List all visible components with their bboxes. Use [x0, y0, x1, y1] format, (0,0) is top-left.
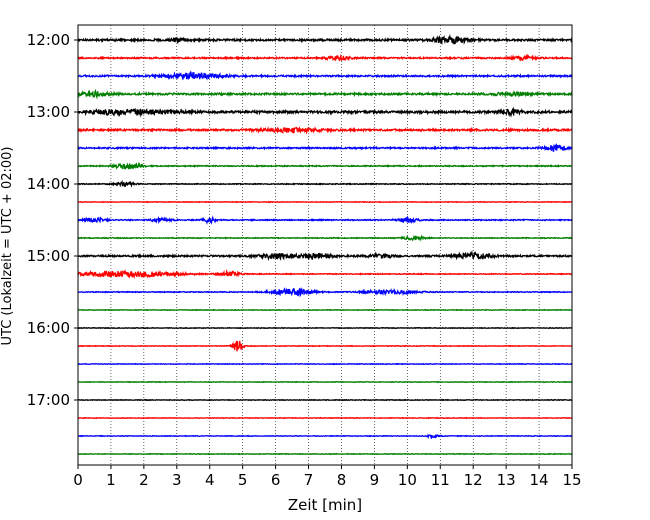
- x-tick-label-12: 12: [464, 471, 483, 489]
- y-tick-label: 17:00: [27, 391, 70, 409]
- trace-row-15:15: [77, 268, 573, 280]
- y-tick-label: 16:00: [27, 319, 70, 337]
- trace-row-12:45: [77, 88, 573, 100]
- seismogram-traces: [77, 33, 573, 456]
- trace-row-13:30: [77, 143, 573, 152]
- trace-row-12:00: [77, 33, 573, 46]
- trace-row-12:30: [77, 70, 573, 81]
- trace-row-13:45: [77, 161, 573, 171]
- x-tick-label-2: 2: [139, 471, 149, 489]
- trace-row-14:15: [77, 200, 573, 204]
- trace-row-16:30: [77, 362, 573, 366]
- x-tick-label-8: 8: [337, 471, 347, 489]
- x-tick-label-7: 7: [304, 471, 314, 489]
- x-axis-ticks: 0 1 2 3 4 5 6 7 8 9 10 11 12 13 14 15: [73, 465, 582, 489]
- trace-row-13:00: [77, 106, 573, 118]
- x-tick-label-6: 6: [271, 471, 281, 489]
- x-tick-label-1: 1: [106, 471, 116, 489]
- trace-row-13:15: [77, 126, 573, 135]
- trace-row-16:00: [77, 326, 573, 330]
- trace-row-12:15: [77, 53, 573, 62]
- y-axis-ticks: 12:00 13:00 14:00 15:00 16:00 17:00: [27, 31, 78, 409]
- x-tick-label-13: 13: [497, 471, 516, 489]
- x-tick-label-14: 14: [530, 471, 549, 489]
- trace-row-14:00: [77, 179, 573, 188]
- x-tick-label-4: 4: [205, 471, 215, 489]
- x-tick-label-11: 11: [431, 471, 450, 489]
- trace-row-15:45: [77, 308, 573, 312]
- y-tick-label: 13:00: [27, 103, 70, 121]
- y-tick-label: 14:00: [27, 175, 70, 193]
- x-tick-label-5: 5: [238, 471, 248, 489]
- trace-row-17:00: [77, 398, 573, 402]
- trace-row-17:30: [77, 433, 573, 440]
- x-tick-label-0: 0: [73, 471, 83, 489]
- y-tick-label: 12:00: [27, 31, 70, 49]
- x-tick-label-10: 10: [398, 471, 417, 489]
- trace-row-15:00: [77, 250, 573, 262]
- y-axis-label: UTC (Lokalzeit = UTC + 02:00): [0, 147, 15, 346]
- x-tick-label-15: 15: [562, 471, 581, 489]
- plot-frame: [77, 24, 573, 466]
- trace-row-14:45: [77, 234, 573, 242]
- trace-row-15:30: [77, 287, 573, 298]
- trace-row-16:15: [77, 340, 573, 352]
- y-tick-label: 15:00: [27, 247, 70, 265]
- trace-row-14:30: [77, 215, 573, 225]
- trace-row-17:45: [77, 452, 573, 456]
- x-tick-label-3: 3: [172, 471, 182, 489]
- trace-row-16:45: [77, 380, 573, 384]
- x-axis-label: Zeit [min]: [288, 496, 362, 514]
- x-tick-label-9: 9: [370, 471, 380, 489]
- vertical-grid-lines: [110, 25, 540, 465]
- trace-row-17:15: [77, 416, 573, 420]
